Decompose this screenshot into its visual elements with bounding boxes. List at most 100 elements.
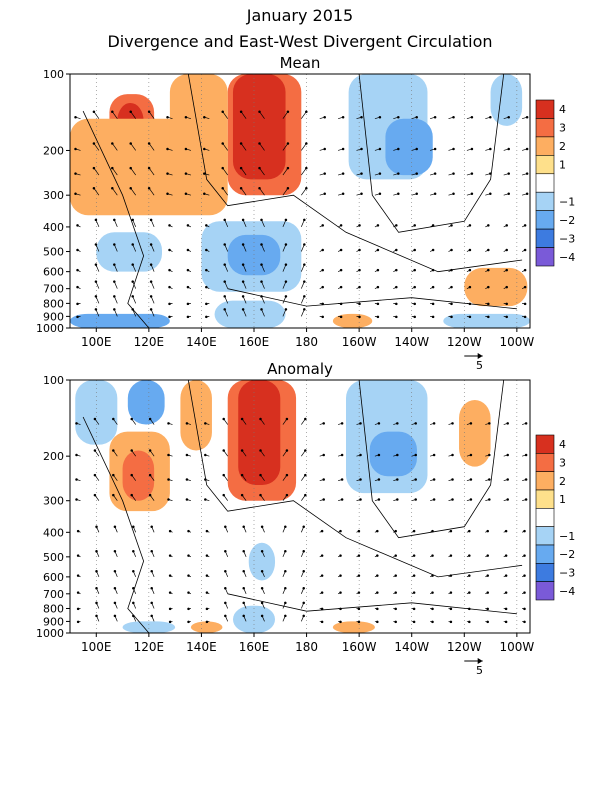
vector-head bbox=[304, 493, 307, 497]
vector-field bbox=[74, 110, 529, 319]
colorbar-label: −4 bbox=[559, 251, 575, 264]
vector-head bbox=[488, 478, 491, 481]
vector-head bbox=[524, 453, 528, 457]
shading bbox=[75, 380, 491, 633]
y-tick-label: 600 bbox=[43, 266, 64, 279]
shade-region bbox=[248, 542, 276, 581]
vector-head bbox=[240, 449, 244, 452]
vector-head bbox=[394, 591, 397, 594]
vector-head bbox=[321, 268, 324, 272]
vector-arrow bbox=[301, 143, 307, 151]
vector-head bbox=[203, 172, 206, 175]
vector-head bbox=[74, 172, 77, 175]
vector-head bbox=[240, 473, 244, 477]
vector-head bbox=[450, 285, 453, 289]
vector-head bbox=[523, 620, 526, 624]
vector-head bbox=[378, 172, 382, 175]
vector-head bbox=[415, 192, 418, 195]
shade-region bbox=[180, 380, 212, 451]
vector-head bbox=[222, 473, 225, 477]
vector-head bbox=[284, 570, 287, 573]
vector-head bbox=[413, 302, 416, 306]
vector-head bbox=[396, 422, 399, 425]
vector-head bbox=[320, 620, 324, 624]
vector-head bbox=[413, 315, 416, 319]
vector-head bbox=[205, 529, 209, 533]
vector-head bbox=[449, 607, 453, 611]
vector-head bbox=[486, 574, 489, 577]
vector-head bbox=[258, 110, 261, 113]
x-tick-label: 120W bbox=[447, 335, 482, 349]
vector-head bbox=[468, 607, 471, 611]
vector-head bbox=[284, 263, 288, 266]
vector-head bbox=[433, 115, 437, 119]
vector-head bbox=[506, 498, 509, 501]
vector-head bbox=[487, 302, 490, 306]
vector-head bbox=[74, 115, 77, 119]
vector-head bbox=[469, 453, 473, 457]
colorbar-label: 2 bbox=[559, 140, 566, 153]
vector-head bbox=[357, 529, 361, 533]
vector-head bbox=[95, 586, 98, 590]
contour-line bbox=[82, 416, 150, 633]
vector-head bbox=[487, 315, 490, 319]
colorbar-swatch bbox=[535, 155, 555, 175]
vector-head bbox=[132, 570, 135, 573]
vector-arrow bbox=[240, 167, 247, 176]
vector-head bbox=[378, 147, 382, 151]
vector-head bbox=[223, 280, 226, 283]
vector-head bbox=[239, 110, 243, 113]
vector-arrow bbox=[150, 296, 155, 304]
x-axis: 100E 120E 140E 160E 180 160W 140W 120W 100W bbox=[81, 633, 534, 654]
vector-arrow bbox=[224, 244, 229, 252]
vector-head bbox=[168, 607, 172, 611]
vector-head bbox=[505, 224, 508, 227]
vector-head bbox=[130, 417, 133, 421]
vector-arrow bbox=[240, 111, 247, 119]
vector-head bbox=[113, 218, 116, 222]
vector-head bbox=[323, 192, 326, 195]
vector-head bbox=[305, 142, 308, 145]
vector-head bbox=[242, 586, 245, 590]
vector-arrow bbox=[224, 296, 229, 304]
vector-head bbox=[469, 478, 473, 481]
shade-region bbox=[227, 234, 281, 276]
vector-head bbox=[523, 285, 527, 289]
vector-head bbox=[489, 172, 492, 175]
vector-head bbox=[433, 147, 437, 151]
vector-head bbox=[397, 115, 400, 119]
vector-head bbox=[150, 525, 153, 528]
vector-arrow bbox=[224, 219, 229, 228]
vector-head bbox=[221, 186, 224, 190]
vector-head bbox=[413, 268, 416, 272]
vector-head bbox=[359, 478, 362, 481]
vector-arrow bbox=[148, 187, 155, 196]
vector-head bbox=[360, 115, 363, 119]
shade-region bbox=[70, 313, 170, 328]
vector-head bbox=[339, 302, 343, 306]
vector-head bbox=[129, 166, 132, 170]
vector-arrow bbox=[95, 244, 100, 252]
vector-head bbox=[341, 147, 345, 151]
vector-head bbox=[339, 607, 342, 611]
vector-arrow bbox=[148, 167, 155, 176]
vector-head bbox=[223, 263, 226, 266]
vector-head bbox=[284, 614, 287, 618]
vector-head bbox=[149, 263, 153, 266]
vector-arrow bbox=[240, 143, 247, 151]
vector-head bbox=[415, 115, 418, 119]
vector-head bbox=[452, 147, 455, 151]
vector-head bbox=[286, 166, 290, 170]
y-tick-label: 300 bbox=[43, 189, 64, 202]
vector-head bbox=[486, 529, 489, 533]
vector-head bbox=[505, 315, 508, 319]
vector-head bbox=[187, 607, 190, 611]
vector-head bbox=[450, 268, 453, 272]
vector-head bbox=[129, 110, 132, 113]
vector-head bbox=[305, 110, 308, 113]
vector-head bbox=[205, 224, 208, 227]
vector-head bbox=[432, 498, 436, 501]
shade-region bbox=[232, 605, 276, 633]
vector-head bbox=[322, 478, 325, 481]
